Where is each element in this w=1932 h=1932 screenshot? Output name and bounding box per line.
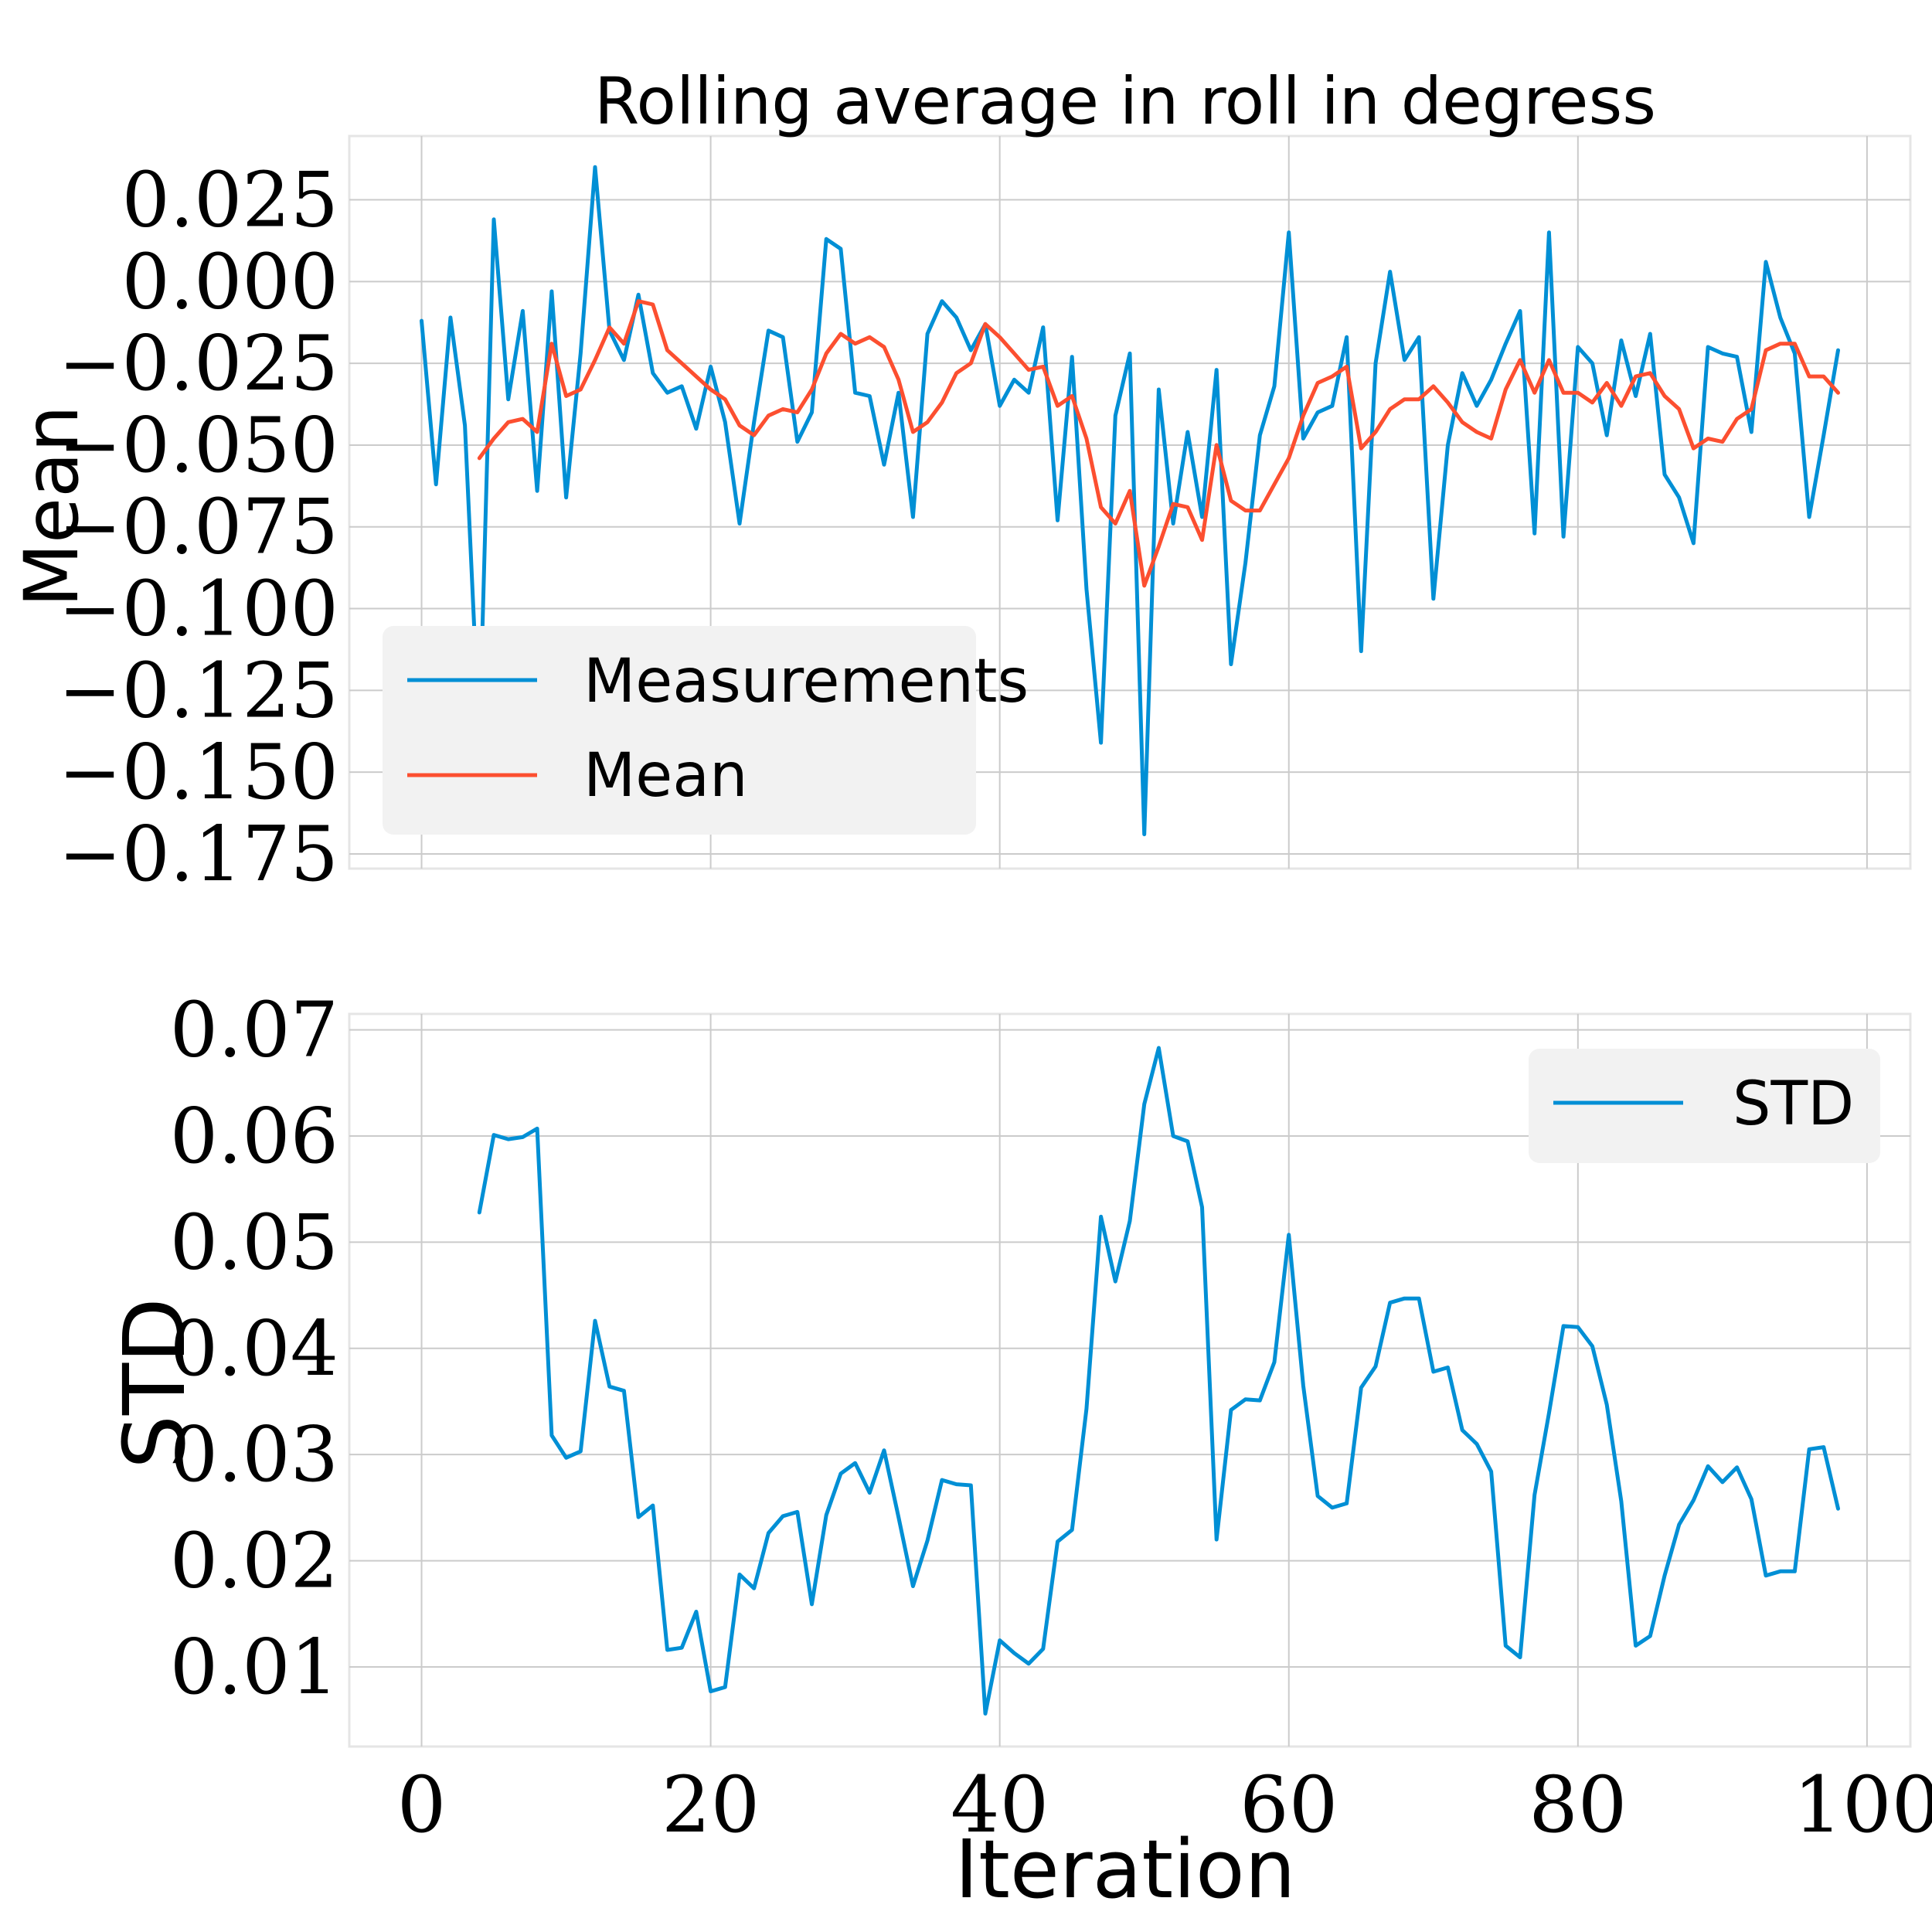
- mean-tick-labels: 0.0250.000−0.025−0.050−0.075−0.100−0.125…: [58, 157, 338, 899]
- legend-label-mean: Mean: [583, 741, 748, 811]
- std-y-tick-label: 0.04: [170, 1305, 338, 1393]
- mean-y-tick-label: 0.000: [121, 238, 338, 326]
- std-series-lines: [477, 1046, 1840, 1716]
- mean-chart-title: Rolling average in roll in degress: [594, 63, 1656, 139]
- mean-legend: Measurements Mean: [383, 626, 1029, 835]
- std-y-tick-label: 0.02: [170, 1518, 338, 1606]
- mean-panel: 0.0250.000−0.025−0.050−0.075−0.100−0.125…: [9, 63, 1912, 899]
- std-y-tick-label: 0.01: [170, 1624, 338, 1712]
- mean-y-axis-label: Mean: [9, 405, 95, 607]
- legend-label-measurements: Measurements: [583, 647, 1029, 716]
- std-x-tick-label: 40: [951, 1760, 1049, 1850]
- std-x-tick-label: 0: [397, 1760, 447, 1850]
- legend-label-std: STD: [1733, 1070, 1854, 1139]
- mean-series-line-measurements: [420, 165, 1840, 837]
- mean-y-tick-label: −0.150: [58, 729, 338, 817]
- std-y-tick-label: 0.03: [170, 1411, 338, 1499]
- mean-y-tick-label: −0.050: [58, 402, 338, 490]
- std-y-tick-label: 0.06: [170, 1093, 338, 1181]
- std-tick-labels: 0 20 40 60 80 100 0.01 0.02 0.03 0.04 0.05 0.06 0.07: [170, 987, 1932, 1850]
- std-x-tick-label: 60: [1240, 1760, 1338, 1850]
- mean-y-tick-label: −0.075: [58, 484, 338, 572]
- mean-y-tick-label: −0.125: [58, 647, 338, 735]
- std-y-tick-label: 0.05: [170, 1199, 338, 1287]
- mean-y-tick-label: −0.175: [58, 811, 338, 899]
- mean-gridlines: [349, 136, 1910, 869]
- std-x-tick-label: 80: [1529, 1760, 1627, 1850]
- std-x-tick-label: 100: [1793, 1760, 1932, 1850]
- std-x-axis-label: Iteration: [954, 1822, 1295, 1917]
- std-y-axis-label: STD: [105, 1298, 204, 1469]
- std-series-line-std: [477, 1046, 1840, 1716]
- std-panel: 0 20 40 60 80 100 0.01 0.02 0.03 0.04 0.05 0.06 0.07…: [105, 987, 1932, 1917]
- std-x-tick-label: 20: [662, 1760, 760, 1850]
- mean-y-tick-label: −0.100: [58, 566, 338, 654]
- mean-y-tick-label: 0.025: [121, 157, 338, 245]
- mean-y-tick-label: −0.025: [58, 320, 338, 408]
- mean-series-line-mean: [477, 299, 1840, 588]
- std-legend: STD: [1529, 1049, 1880, 1163]
- std-y-tick-label: 0.07: [170, 987, 338, 1075]
- mean-series-lines: [420, 165, 1840, 837]
- std-legend-box: [1529, 1049, 1880, 1163]
